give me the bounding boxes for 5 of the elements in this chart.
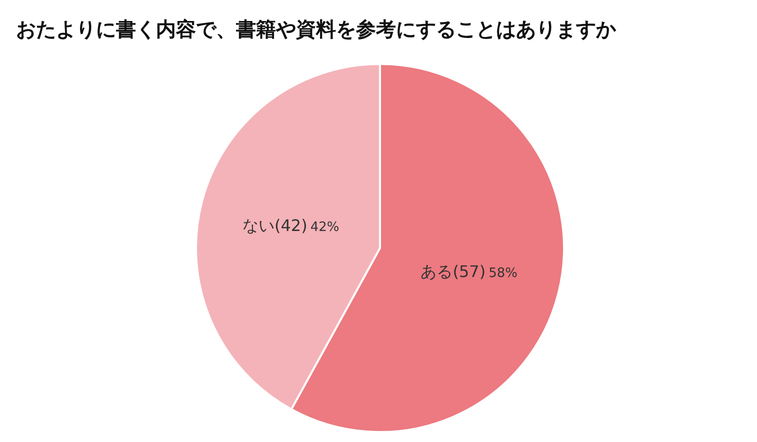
data-label: 58% <box>488 266 518 281</box>
data-label: 42% <box>310 220 340 236</box>
slice-label: ある(57) <box>420 262 486 281</box>
slice-label: ない(42) <box>242 216 308 236</box>
chart-title: おたよりに書く内容で、書籍や資料を参考にすることはありますか <box>16 17 617 41</box>
